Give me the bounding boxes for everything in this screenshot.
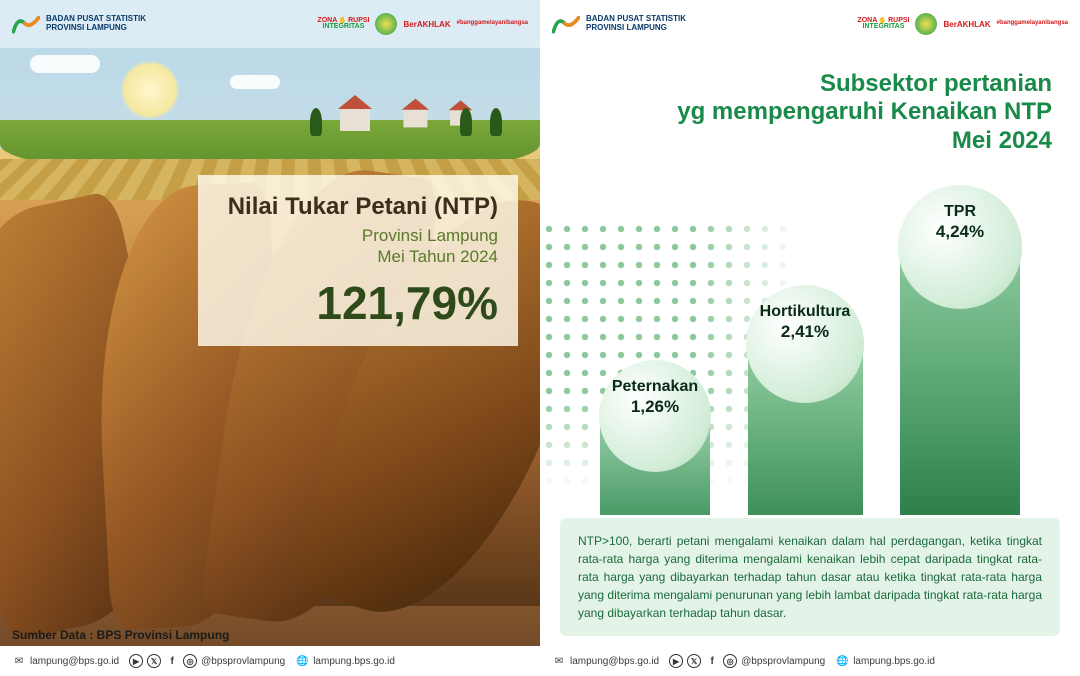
youtube-icon: ▶ (669, 654, 683, 668)
header-strip: BADAN PUSAT STATISTIKPROVINSI LAMPUNG ZO… (540, 0, 1080, 48)
zona-integritas-badge: ZONA 🖐 RUPSIINTEGRITAS (317, 11, 369, 37)
circle-badge-icon (915, 13, 937, 35)
chart-pillar: Hortikultura2,41% (748, 295, 863, 515)
bps-logo-icon (552, 13, 580, 35)
instagram-icon: ◎ (723, 654, 737, 668)
cloud-icon (230, 75, 280, 89)
sun-icon (120, 60, 180, 120)
footer-social: ▶ 𝕏 f ◎ @bpsprovlampung (129, 654, 285, 668)
pillar-label: Peternakan1,26% (585, 378, 725, 417)
headline-value: 121,79% (218, 276, 498, 330)
org-block: BADAN PUSAT STATISTIKPROVINSI LAMPUNG (552, 13, 686, 35)
org-block: BADAN PUSAT STATISTIK PROVINSI LAMPUNG (12, 13, 146, 35)
instagram-icon: ◎ (183, 654, 197, 668)
house-icon (340, 95, 374, 131)
header-strip: BADAN PUSAT STATISTIK PROVINSI LAMPUNG Z… (0, 0, 540, 48)
source-label: Sumber Data : BPS Provinsi Lampung (12, 628, 229, 642)
bps-logo-icon (12, 13, 40, 35)
circle-badge-icon (375, 13, 397, 35)
facebook-icon: f (165, 654, 179, 668)
title-card: Nilai Tukar Petani (NTP) Provinsi Lampun… (198, 175, 518, 346)
footer-bar: ✉lampung@bps.go.id ▶ 𝕏 f ◎ @bpsprovlampu… (540, 646, 1080, 676)
explanatory-note: NTP>100, berarti petani mengalami kenaik… (560, 518, 1060, 636)
tree-icon (460, 108, 472, 136)
tree-icon (310, 108, 322, 136)
pillar-label: Hortikultura2,41% (735, 303, 875, 342)
org-name: BADAN PUSAT STATISTIKPROVINSI LAMPUNG (586, 15, 686, 33)
org-name: BADAN PUSAT STATISTIK PROVINSI LAMPUNG (46, 15, 146, 33)
pillar-chart: Peternakan1,26% Hortikultura2,41% TPR4,24% (540, 160, 1080, 515)
footer-bar: ✉lampung@bps.go.id ▶ 𝕏 f ◎ @bpsprovlampu… (0, 646, 540, 676)
chart-pillar: Peternakan1,26% (600, 370, 710, 515)
berakhlak-badge: BerAKHLAK (403, 11, 450, 37)
footer-social: ▶ 𝕏 f ◎ @bpsprovlampung (669, 654, 825, 668)
bangga-badge: #banggamelayanibangsa (997, 11, 1068, 37)
bangga-badge: #banggamelayanibangsa (457, 11, 528, 37)
section-title: Subsektor pertanian yg mempengaruhi Kena… (677, 70, 1052, 155)
badge-row: ZONA 🖐 RUPSIINTEGRITAS BerAKHLAK #bangga… (857, 11, 1068, 37)
footer-email: ✉lampung@bps.go.id (552, 654, 659, 668)
twitter-icon: 𝕏 (687, 654, 701, 668)
right-infographic-panel: BADAN PUSAT STATISTIKPROVINSI LAMPUNG ZO… (540, 0, 1080, 676)
main-title: Nilai Tukar Petani (NTP) (218, 193, 498, 221)
chart-pillar: TPR4,24% (900, 195, 1020, 515)
twitter-icon: 𝕏 (147, 654, 161, 668)
left-infographic-panel: BADAN PUSAT STATISTIK PROVINSI LAMPUNG Z… (0, 0, 540, 676)
globe-icon: 🌐 (835, 654, 849, 668)
subtitle: Provinsi LampungMei Tahun 2024 (218, 225, 498, 268)
footer-website: 🌐lampung.bps.go.id (835, 654, 935, 668)
tree-icon (490, 108, 502, 136)
house-icon (403, 99, 430, 128)
cloud-icon (30, 55, 100, 73)
mail-icon: ✉ (552, 654, 566, 668)
pillar-label: TPR4,24% (890, 203, 1030, 242)
facebook-icon: f (705, 654, 719, 668)
globe-icon: 🌐 (295, 654, 309, 668)
youtube-icon: ▶ (129, 654, 143, 668)
zona-integritas-badge: ZONA 🖐 RUPSIINTEGRITAS (857, 11, 909, 37)
org-line2: PROVINSI LAMPUNG (46, 24, 146, 33)
footer-email: ✉lampung@bps.go.id (12, 654, 119, 668)
footer-website: 🌐lampung.bps.go.id (295, 654, 395, 668)
badge-row: ZONA 🖐 RUPSIINTEGRITAS BerAKHLAK #bangga… (317, 11, 528, 37)
berakhlak-badge: BerAKHLAK (943, 11, 990, 37)
mail-icon: ✉ (12, 654, 26, 668)
